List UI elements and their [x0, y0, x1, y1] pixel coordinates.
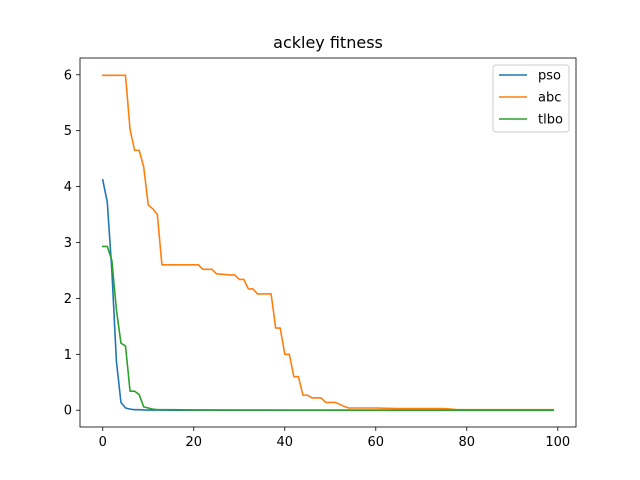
series-line-tlbo	[101, 245, 555, 412]
y-tick-label: 3	[64, 236, 72, 251]
x-tick-label: 0	[99, 435, 107, 450]
legend-label-abc: abc	[538, 91, 561, 106]
y-tick-label: 5	[64, 124, 72, 139]
y-tick-label: 1	[64, 348, 72, 363]
legend: pso abc tlbo	[492, 64, 570, 133]
x-tick-label: 40	[276, 435, 293, 450]
y-tick-label: 6	[64, 68, 72, 83]
x-tick-label: 80	[459, 435, 476, 450]
y-tick-label: 2	[64, 292, 72, 307]
x-tick-label: 20	[185, 435, 202, 450]
series-lines	[101, 74, 555, 412]
x-tick-label: 60	[368, 435, 385, 450]
x-tick-label: 100	[545, 435, 570, 450]
y-axis: 0 1 2 3 4 5 6	[64, 68, 80, 419]
y-tick-label: 0	[64, 404, 72, 419]
legend-label-pso: pso	[538, 69, 561, 84]
y-tick-label: 4	[64, 180, 72, 195]
chart-title: ackley fitness	[273, 33, 383, 52]
x-axis: 0 20 40 60 80 100	[99, 427, 570, 450]
legend-label-tlbo: tlbo	[538, 113, 563, 128]
series-line-abc	[101, 74, 555, 411]
legend-box	[492, 64, 570, 133]
